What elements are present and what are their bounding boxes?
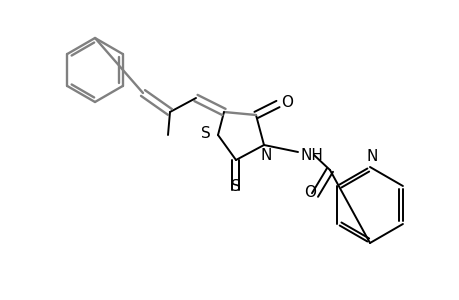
- Text: N: N: [365, 149, 377, 164]
- Text: O: O: [303, 185, 315, 200]
- Text: S: S: [201, 125, 210, 140]
- Text: NH: NH: [300, 148, 323, 163]
- Text: O: O: [280, 94, 292, 110]
- Text: S: S: [230, 179, 241, 194]
- Text: N: N: [260, 148, 271, 163]
